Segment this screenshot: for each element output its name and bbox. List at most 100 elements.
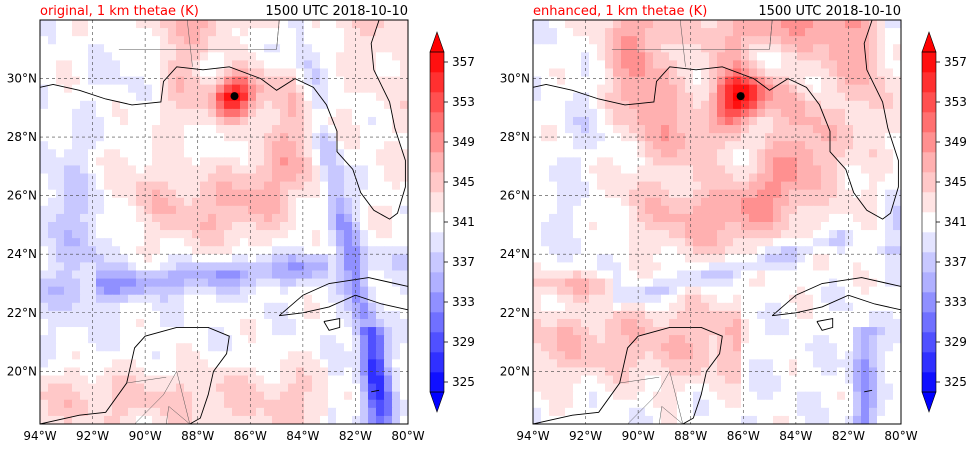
field-cell	[549, 149, 558, 158]
field-cell	[797, 149, 806, 158]
field-cell	[136, 213, 145, 223]
field-cell	[224, 375, 233, 385]
field-cell	[677, 222, 686, 231]
field-cell	[216, 359, 225, 369]
field-cell	[773, 205, 782, 215]
field-cell	[733, 149, 742, 158]
field-cell	[80, 116, 89, 126]
field-cell	[88, 157, 97, 167]
field-cell	[573, 391, 582, 401]
field-cell	[821, 327, 830, 336]
field-cell	[40, 141, 49, 150]
field-cell	[104, 20, 113, 29]
field-cell	[693, 68, 702, 78]
field-cell	[597, 60, 606, 70]
field-cell	[368, 189, 377, 199]
field-cell	[813, 28, 822, 37]
field-cell	[376, 310, 385, 320]
field-cell	[885, 213, 894, 223]
field-cell	[248, 68, 257, 78]
field-cell	[813, 213, 822, 223]
field-cell	[853, 116, 862, 126]
field-cell	[821, 262, 830, 272]
field-cell	[733, 318, 742, 328]
field-cell	[869, 76, 878, 86]
field-cell	[605, 28, 614, 37]
field-cell	[725, 254, 734, 263]
field-cell	[589, 383, 598, 393]
field-cell	[797, 60, 806, 70]
field-cell	[757, 173, 766, 183]
field-cell	[629, 246, 638, 255]
field-cell	[96, 44, 105, 53]
field-cell	[669, 375, 678, 385]
field-cell	[677, 286, 686, 296]
field-cell	[645, 286, 654, 296]
field-cell	[280, 125, 289, 134]
field-cell	[192, 52, 201, 61]
field-cell	[352, 20, 361, 29]
field-cell	[72, 213, 81, 223]
field-cell	[392, 189, 401, 199]
field-cell	[232, 149, 241, 158]
field-cell	[661, 278, 670, 288]
field-cell	[344, 230, 353, 239]
field-cell	[264, 52, 273, 61]
field-cell	[605, 246, 614, 255]
field-cell	[813, 327, 822, 336]
field-cell	[605, 359, 614, 369]
field-cell	[701, 318, 710, 328]
colorbar-tick-label: 345	[944, 175, 967, 189]
field-cell	[685, 407, 694, 417]
field-cell	[240, 20, 249, 29]
field-cell	[549, 246, 558, 255]
field-cell	[256, 294, 265, 304]
field-cell	[829, 165, 838, 175]
field-cell	[861, 318, 870, 328]
field-cell	[264, 254, 273, 263]
field-cell	[176, 44, 185, 53]
field-cell	[288, 294, 297, 304]
field-cell	[869, 318, 878, 328]
field-cell	[837, 20, 846, 29]
field-cell	[541, 141, 550, 150]
field-cell	[304, 262, 313, 272]
field-cell	[88, 230, 97, 239]
field-cell	[144, 133, 153, 142]
field-cell	[360, 44, 369, 53]
field-cell	[184, 157, 193, 167]
field-cell	[112, 68, 121, 78]
field-cell	[368, 141, 377, 150]
field-cell	[533, 383, 542, 393]
field-cell	[837, 302, 846, 312]
field-cell	[541, 359, 550, 369]
field-cell	[64, 262, 73, 272]
field-cell	[104, 222, 113, 231]
field-cell	[136, 262, 145, 272]
field-cell	[120, 173, 129, 183]
field-cell	[853, 68, 862, 78]
field-cell	[621, 391, 630, 401]
field-cell	[685, 213, 694, 223]
field-cell	[749, 278, 758, 288]
field-cell	[717, 270, 726, 280]
field-cell	[701, 28, 710, 37]
field-cell	[144, 108, 153, 118]
field-cell	[853, 270, 862, 280]
field-cell	[741, 302, 750, 312]
field-cell	[256, 286, 265, 296]
field-cell	[861, 133, 870, 142]
field-cell	[176, 205, 185, 215]
field-cell	[80, 230, 89, 239]
field-cell	[256, 230, 265, 239]
field-cell	[669, 28, 678, 37]
field-cell	[272, 84, 281, 94]
field-cell	[821, 343, 830, 352]
lon-tick-label: 80°W	[391, 429, 424, 443]
field-cell	[160, 318, 169, 328]
field-cell	[264, 343, 273, 352]
field-cell	[893, 286, 901, 296]
field-cell	[104, 165, 113, 175]
field-cell	[192, 125, 201, 134]
field-cell	[789, 270, 798, 280]
